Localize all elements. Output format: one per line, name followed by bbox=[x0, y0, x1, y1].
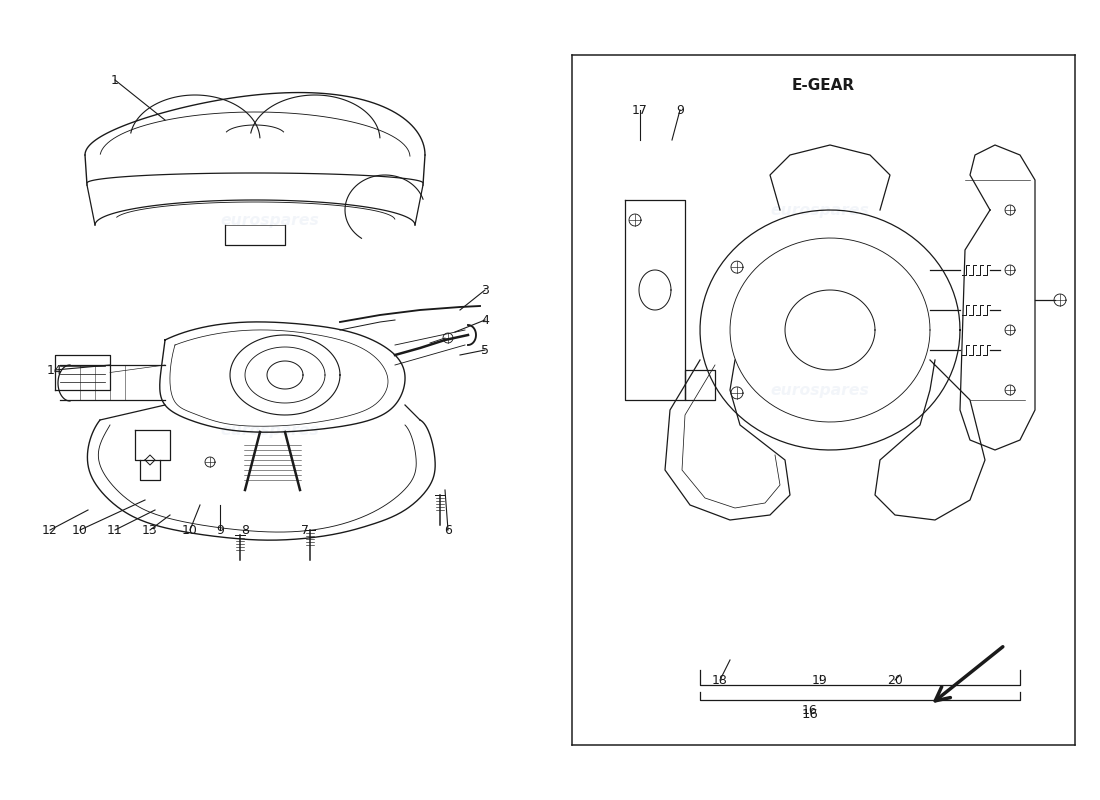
Text: 10: 10 bbox=[73, 523, 88, 537]
Text: 1: 1 bbox=[111, 74, 119, 86]
Text: eurospares: eurospares bbox=[221, 422, 319, 438]
Text: 13: 13 bbox=[142, 523, 158, 537]
Text: 20: 20 bbox=[887, 674, 903, 686]
Text: 16: 16 bbox=[802, 709, 818, 722]
Text: 9: 9 bbox=[676, 103, 684, 117]
Text: 7: 7 bbox=[301, 523, 309, 537]
Text: 14: 14 bbox=[47, 363, 63, 377]
Text: E-GEAR: E-GEAR bbox=[791, 78, 855, 93]
Text: eurospares: eurospares bbox=[771, 382, 869, 398]
Text: eurospares: eurospares bbox=[771, 202, 869, 218]
Text: 8: 8 bbox=[241, 523, 249, 537]
Text: 6: 6 bbox=[444, 523, 452, 537]
Text: 9: 9 bbox=[216, 523, 224, 537]
Text: 12: 12 bbox=[42, 523, 58, 537]
Text: 19: 19 bbox=[812, 674, 828, 686]
Text: 5: 5 bbox=[481, 343, 490, 357]
Text: 10: 10 bbox=[183, 523, 198, 537]
Text: 4: 4 bbox=[481, 314, 488, 326]
Text: eurospares: eurospares bbox=[221, 213, 319, 227]
Text: 18: 18 bbox=[712, 674, 728, 686]
Text: 3: 3 bbox=[481, 283, 488, 297]
Text: 16: 16 bbox=[802, 703, 818, 717]
Text: 11: 11 bbox=[107, 523, 123, 537]
Text: 17: 17 bbox=[632, 103, 648, 117]
